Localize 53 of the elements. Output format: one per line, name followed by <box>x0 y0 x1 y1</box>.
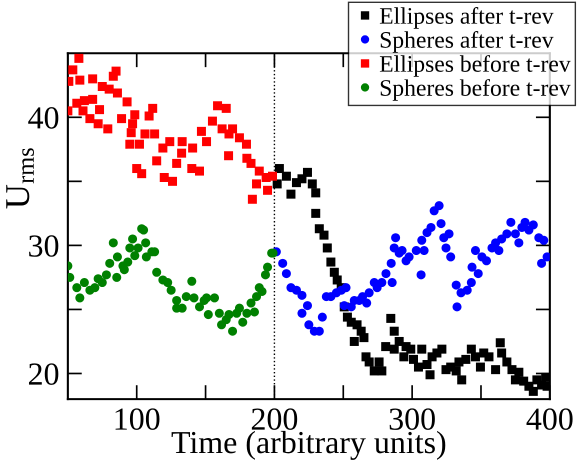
point <box>123 258 132 267</box>
point <box>190 293 198 302</box>
point <box>90 283 100 292</box>
legend-label: Spheres before t-rev <box>380 79 571 101</box>
point <box>202 293 212 302</box>
point <box>105 258 114 268</box>
point <box>242 308 252 318</box>
point <box>152 268 162 277</box>
point <box>72 283 82 292</box>
point <box>166 286 176 295</box>
point <box>108 238 118 248</box>
point <box>80 278 89 288</box>
point <box>238 318 248 327</box>
point <box>204 310 213 320</box>
y-tick-label: 40 <box>28 107 58 129</box>
point <box>214 308 224 318</box>
point <box>195 302 204 312</box>
point <box>187 276 196 286</box>
point <box>260 270 270 280</box>
point <box>75 293 84 302</box>
x-tick-label: 400 <box>526 408 573 430</box>
point <box>142 252 151 262</box>
point <box>125 243 134 252</box>
point <box>98 278 107 288</box>
x-tick-label: 100 <box>116 408 160 430</box>
point <box>228 326 238 336</box>
x-axis-title: Time (arbitrary units) <box>172 430 446 460</box>
point <box>224 310 234 320</box>
legend-label: Spheres after t-rev <box>380 31 554 53</box>
point <box>112 252 122 262</box>
point <box>141 238 150 248</box>
y-tick-label: 30 <box>29 235 58 257</box>
point <box>172 296 182 305</box>
point <box>112 272 122 282</box>
point <box>246 298 256 308</box>
point <box>263 262 272 272</box>
x-tick-label: 200 <box>252 408 298 430</box>
point <box>130 251 140 260</box>
legend-label: Ellipses after t-rev <box>380 7 554 29</box>
y-tick-label: 20 <box>28 363 58 385</box>
point <box>134 243 143 252</box>
y-axis-title: U$_{rms}$ <box>6 148 34 208</box>
point <box>163 278 172 288</box>
point <box>258 287 267 296</box>
point <box>210 293 220 302</box>
point <box>250 308 259 316</box>
point <box>128 234 138 244</box>
legend-label: Ellipses before t-rev <box>380 55 571 77</box>
point <box>234 304 244 313</box>
point <box>182 292 191 302</box>
x-tick-label: 300 <box>390 408 435 430</box>
point <box>252 292 262 302</box>
point <box>102 270 111 280</box>
